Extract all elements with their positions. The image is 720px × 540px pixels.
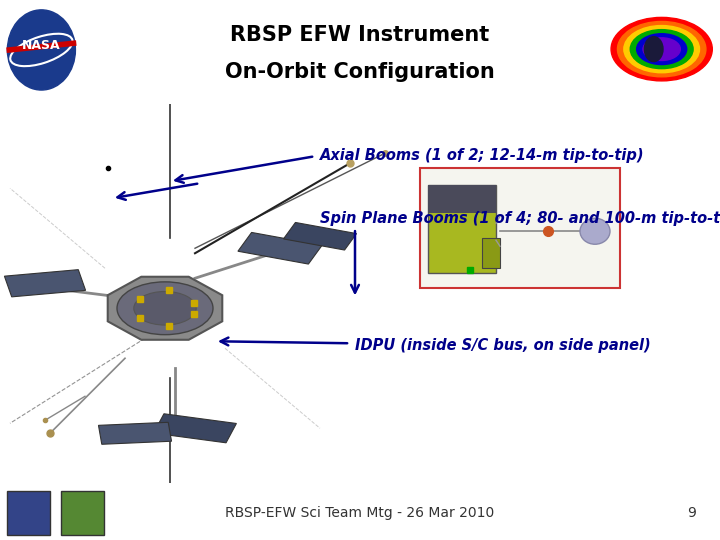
Polygon shape bbox=[238, 232, 322, 264]
Polygon shape bbox=[4, 269, 86, 297]
Text: RBSP-EFW Sci Team Mtg - 26 Mar 2010: RBSP-EFW Sci Team Mtg - 26 Mar 2010 bbox=[225, 506, 495, 520]
Ellipse shape bbox=[117, 282, 213, 335]
Ellipse shape bbox=[636, 33, 687, 65]
Text: On-Orbit Configuration: On-Orbit Configuration bbox=[225, 62, 495, 82]
Bar bbox=[428, 185, 496, 273]
Circle shape bbox=[7, 10, 76, 90]
Bar bbox=[61, 491, 104, 535]
Text: 9: 9 bbox=[687, 506, 696, 520]
Polygon shape bbox=[153, 414, 236, 443]
Ellipse shape bbox=[580, 218, 610, 244]
Bar bbox=[482, 238, 500, 268]
Text: RBSP EFW Instrument: RBSP EFW Instrument bbox=[230, 25, 490, 45]
Text: IDPU (inside S/C bus, on side panel): IDPU (inside S/C bus, on side panel) bbox=[355, 338, 651, 353]
Bar bbox=[420, 168, 620, 288]
Ellipse shape bbox=[643, 38, 680, 60]
Text: Spin Plane Booms (1 of 4; 80- and 100-m tip-to-tip): Spin Plane Booms (1 of 4; 80- and 100-m … bbox=[320, 211, 720, 226]
Ellipse shape bbox=[630, 30, 693, 69]
Ellipse shape bbox=[618, 22, 706, 77]
Polygon shape bbox=[284, 222, 356, 250]
Polygon shape bbox=[99, 422, 171, 444]
Ellipse shape bbox=[611, 17, 712, 81]
Bar bbox=[7, 491, 50, 535]
Ellipse shape bbox=[624, 25, 700, 73]
Text: Axial Booms (1 of 2; 12-14-m tip-to-tip): Axial Booms (1 of 2; 12-14-m tip-to-tip) bbox=[320, 148, 644, 163]
Ellipse shape bbox=[134, 292, 196, 325]
Ellipse shape bbox=[644, 37, 663, 62]
Bar bbox=[428, 185, 496, 213]
Text: NASA: NASA bbox=[22, 39, 60, 52]
Polygon shape bbox=[108, 277, 222, 340]
